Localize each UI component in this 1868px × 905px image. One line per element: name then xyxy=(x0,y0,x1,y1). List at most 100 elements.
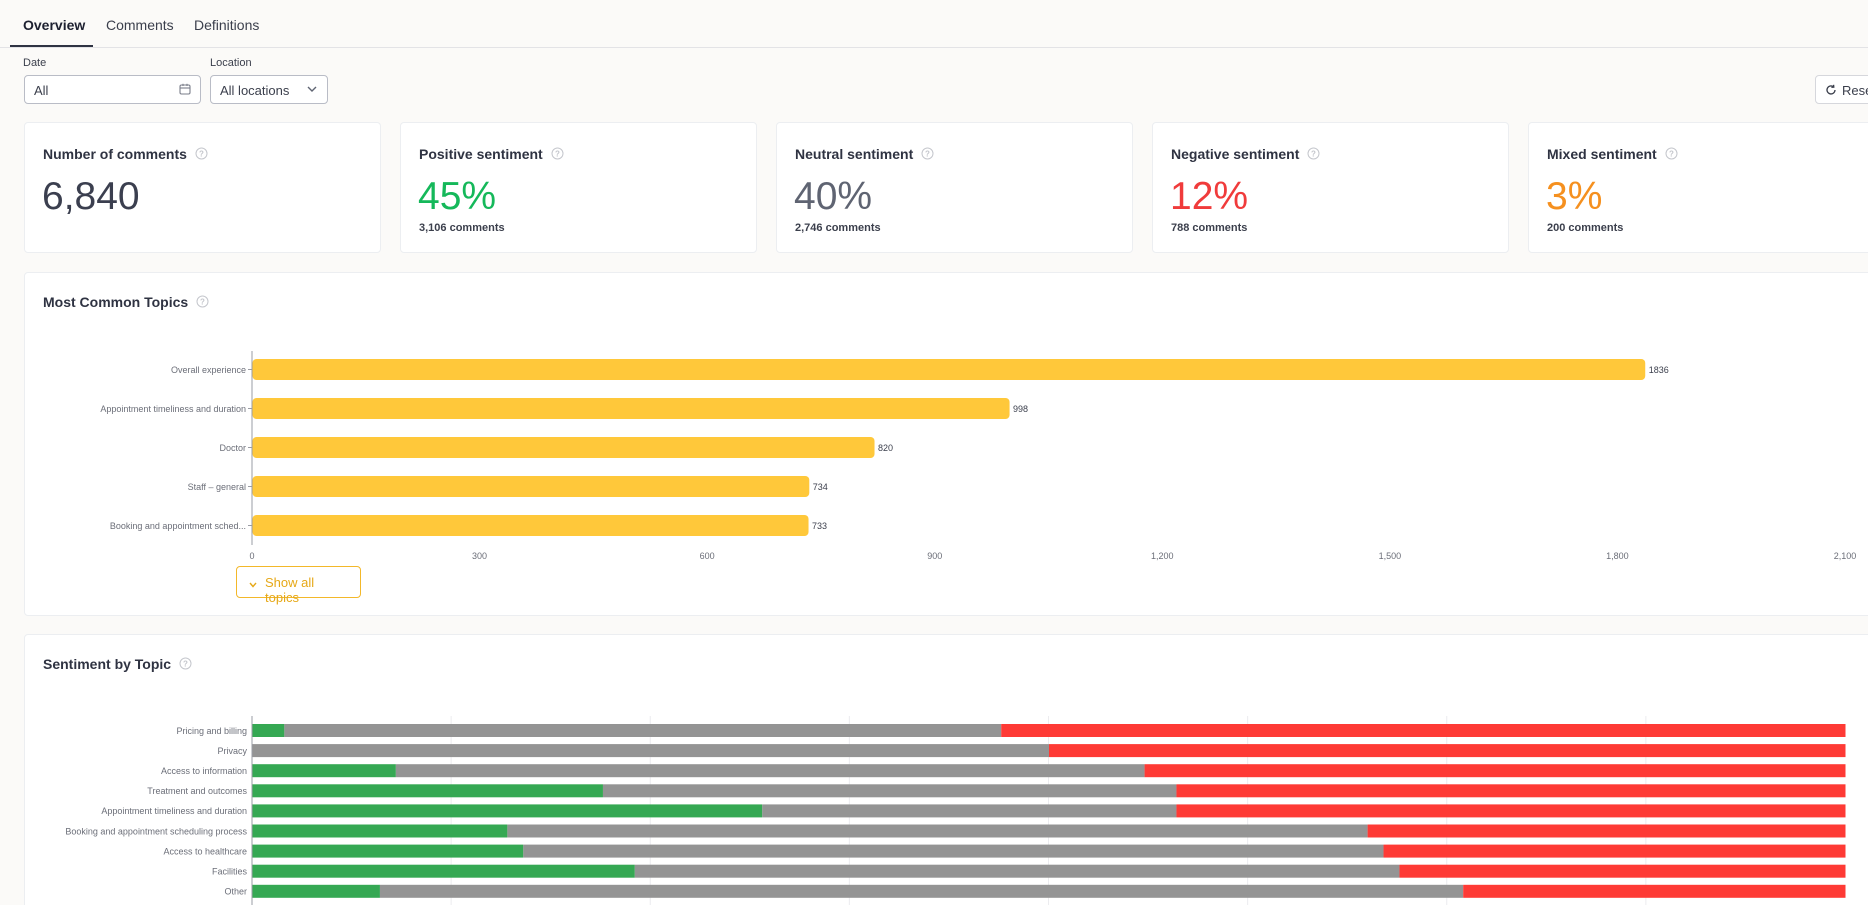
card-positive-sentiment: Positive sentiment? 45% 3,106 comments xyxy=(400,122,757,253)
tab-definitions[interactable]: Definitions xyxy=(194,17,260,33)
x-tick-label: 1,800 xyxy=(1606,551,1629,561)
card-subtext: 3,106 comments xyxy=(419,222,505,234)
location-filter-label: Location xyxy=(210,57,252,69)
calendar-icon xyxy=(179,83,191,98)
card-subtext: 200 comments xyxy=(1547,222,1624,234)
bar-positive xyxy=(252,784,603,798)
y-tick-label: Booking and appointment sched... xyxy=(110,521,246,531)
help-icon[interactable]: ? xyxy=(1307,147,1320,163)
card-neutral-sentiment: Neutral sentiment? 40% 2,746 comments xyxy=(776,122,1133,253)
help-icon[interactable]: ? xyxy=(196,295,209,311)
bar-positive xyxy=(252,764,396,778)
bar-neutral xyxy=(507,824,1368,838)
bar-positive xyxy=(252,824,508,838)
card-title: Positive sentiment? xyxy=(419,146,564,163)
bar xyxy=(252,476,810,497)
y-tick-label: Doctor xyxy=(219,443,246,453)
data-label: 733 xyxy=(812,521,827,531)
bar-neutral xyxy=(395,764,1145,778)
svg-text:?: ? xyxy=(183,660,188,669)
x-tick-label: 1,500 xyxy=(1379,551,1402,561)
bar-negative xyxy=(1144,764,1846,778)
location-filter-select[interactable]: All locations xyxy=(210,75,328,104)
card-subtext: 788 comments xyxy=(1171,222,1248,234)
y-tick-label: Appointment timeliness and duration xyxy=(101,806,247,816)
help-icon[interactable]: ? xyxy=(921,147,934,163)
bar xyxy=(252,398,1010,419)
svg-text:?: ? xyxy=(1669,150,1674,159)
bar xyxy=(252,515,809,536)
date-filter-value: All xyxy=(34,83,49,98)
bar-negative xyxy=(1049,744,1846,758)
card-title: Neutral sentiment? xyxy=(795,146,934,163)
reset-button-label: Reset xyxy=(1842,83,1868,98)
y-tick-label: Other xyxy=(224,887,247,897)
y-tick-label: Overall experience xyxy=(171,365,246,375)
x-tick-label: 600 xyxy=(700,551,715,561)
show-all-topics-button[interactable]: Show all topics xyxy=(236,566,361,605)
bar-positive xyxy=(252,724,285,737)
bar-neutral xyxy=(762,804,1177,818)
bar-negative xyxy=(1367,824,1846,838)
location-filter-value: All locations xyxy=(220,83,290,98)
date-filter-label: Date xyxy=(23,57,47,69)
help-icon[interactable]: ? xyxy=(179,657,192,673)
help-icon[interactable]: ? xyxy=(551,147,564,163)
y-tick-label: Treatment and outcomes xyxy=(147,786,247,796)
card-title: Negative sentiment? xyxy=(1171,146,1320,163)
data-label: 820 xyxy=(878,443,893,453)
svg-text:?: ? xyxy=(555,150,560,159)
tab-comments[interactable]: Comments xyxy=(106,17,174,33)
bar-negative xyxy=(1176,804,1846,818)
x-tick-label: 0 xyxy=(249,551,254,561)
card-value: 12% xyxy=(1170,175,1249,218)
x-tick-label: 900 xyxy=(927,551,942,561)
card-mixed-sentiment: Mixed sentiment? 3% 200 comments xyxy=(1528,122,1868,253)
bar-neutral xyxy=(634,864,1400,878)
svg-text:?: ? xyxy=(199,150,204,159)
bar-positive xyxy=(252,844,524,858)
show-all-topics-label: Show all topics xyxy=(265,575,315,605)
svg-text:?: ? xyxy=(925,150,930,159)
y-tick-label: Appointment timeliness and duration xyxy=(100,404,246,414)
chevron-down-icon xyxy=(248,578,258,593)
bar-positive xyxy=(252,864,635,878)
bar-negative xyxy=(1463,884,1846,898)
help-icon[interactable]: ? xyxy=(195,147,208,163)
bar xyxy=(252,359,1646,380)
bar-neutral xyxy=(523,844,1384,858)
bar-positive xyxy=(252,884,380,898)
bar-neutral xyxy=(602,784,1177,798)
x-tick-label: 2,100 xyxy=(1834,551,1857,561)
y-tick-label: Privacy xyxy=(217,746,247,756)
x-tick-label: 300 xyxy=(472,551,487,561)
reset-button[interactable]: Reset xyxy=(1815,75,1868,104)
y-tick-label: Pricing and billing xyxy=(176,726,247,736)
card-value: 6,840 xyxy=(42,175,140,218)
card-negative-sentiment: Negative sentiment? 12% 788 comments xyxy=(1152,122,1509,253)
bar-neutral xyxy=(379,884,1464,898)
card-value: 40% xyxy=(794,175,873,218)
help-icon[interactable]: ? xyxy=(1665,147,1678,163)
y-tick-label: Access to healthcare xyxy=(163,846,247,856)
bar-neutral xyxy=(284,724,1002,737)
tab-overview[interactable]: Overview xyxy=(23,17,86,33)
active-tab-indicator xyxy=(10,45,93,47)
card-subtext: 2,746 comments xyxy=(795,222,881,234)
card-title: Number of comments? xyxy=(43,146,208,163)
card-title: Mixed sentiment? xyxy=(1547,146,1678,163)
date-filter-select[interactable]: All xyxy=(24,75,201,104)
data-label: 1836 xyxy=(1649,365,1669,375)
data-label: 734 xyxy=(813,482,828,492)
y-tick-label: Booking and appointment scheduling proce… xyxy=(65,826,247,836)
tab-bar: Overview Comments Definitions xyxy=(0,0,1868,48)
data-label: 998 xyxy=(1013,404,1028,414)
x-tick-label: 1,200 xyxy=(1151,551,1174,561)
y-tick-label: Staff – general xyxy=(188,482,246,492)
bar xyxy=(252,437,875,458)
panel-title: Sentiment by Topic? xyxy=(43,656,192,673)
bar-negative xyxy=(1383,844,1846,858)
svg-text:?: ? xyxy=(1311,150,1316,159)
bar-negative xyxy=(1176,784,1846,798)
